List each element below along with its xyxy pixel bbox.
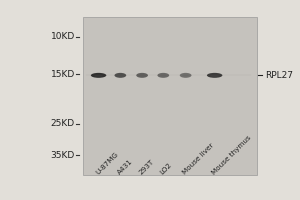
Text: Mouse liver: Mouse liver: [182, 142, 215, 176]
Ellipse shape: [160, 75, 167, 77]
Text: LO2: LO2: [159, 162, 173, 176]
Ellipse shape: [182, 75, 189, 77]
Ellipse shape: [139, 75, 145, 77]
Ellipse shape: [115, 73, 126, 78]
Ellipse shape: [117, 75, 124, 77]
Text: Mouse thymus: Mouse thymus: [210, 134, 252, 176]
Text: 25KD: 25KD: [51, 119, 75, 128]
Ellipse shape: [210, 75, 219, 77]
Text: 10KD: 10KD: [50, 32, 75, 41]
Text: 293T: 293T: [138, 159, 155, 176]
Text: RPL27: RPL27: [266, 71, 293, 80]
Text: U-87MG: U-87MG: [94, 151, 119, 176]
Ellipse shape: [207, 73, 222, 78]
Ellipse shape: [158, 73, 169, 78]
Text: 15KD: 15KD: [50, 70, 75, 79]
Ellipse shape: [180, 73, 191, 78]
Text: A431: A431: [116, 158, 134, 176]
Ellipse shape: [94, 75, 103, 77]
Bar: [82, 17, 257, 175]
Ellipse shape: [136, 73, 148, 78]
Text: 35KD: 35KD: [50, 151, 75, 160]
Ellipse shape: [91, 73, 106, 78]
